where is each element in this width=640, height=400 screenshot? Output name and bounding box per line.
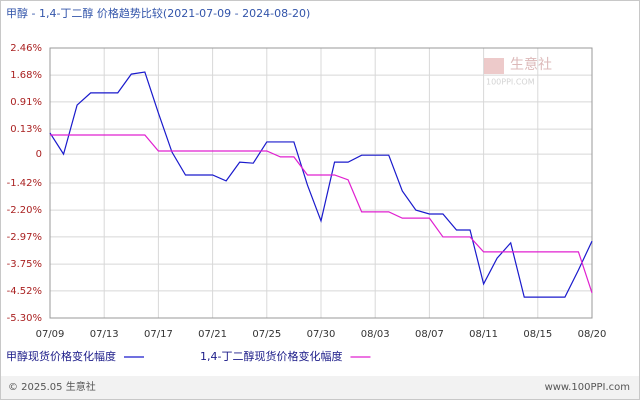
x-tick-label: 08/07 [415, 329, 444, 340]
chart-title: 甲醇 - 1,4-丁二醇 价格趋势比较(2021-07-09 - 2024-08… [6, 6, 310, 20]
x-tick-label: 07/25 [252, 329, 281, 340]
y-tick-label: -3.75% [7, 259, 42, 270]
watermark-text: 生意社 [510, 56, 552, 73]
y-tick-label: 0 [36, 149, 42, 160]
footer-right: www.100PPI.com [545, 382, 630, 393]
legend-label: 甲醇现货价格变化幅度 [6, 349, 116, 363]
y-tick-label: -4.52% [7, 286, 42, 297]
plot-area [49, 47, 593, 319]
y-tick-label: 0.13% [10, 124, 42, 135]
x-tick-label: 07/13 [90, 329, 119, 340]
footer-bar [1, 376, 639, 399]
footer-left: © 2025.05 生意社 [8, 380, 96, 393]
x-tick-label: 08/20 [578, 329, 607, 340]
y-tick-label: 1.68% [10, 70, 42, 81]
y-tick-label: -2.97% [7, 232, 42, 243]
y-tick-label: 2.46% [10, 43, 42, 54]
y-tick-label: -2.20% [7, 205, 42, 216]
x-tick-label: 08/11 [469, 329, 498, 340]
y-tick-label: -1.42% [7, 178, 42, 189]
y-tick-label: -5.30% [7, 313, 42, 324]
series-line [49, 71, 593, 298]
x-tick-label: 07/21 [198, 329, 227, 340]
y-tick-label: 0.91% [10, 97, 42, 108]
legend-label: 1,4-丁二醇现货价格变化幅度 [200, 349, 342, 363]
x-tick-label: 07/30 [307, 329, 336, 340]
watermark-text: 100PPI.COM [486, 78, 535, 87]
watermark: 生意社 100PPI.COM [484, 56, 552, 87]
x-tick-label: 08/15 [523, 329, 552, 340]
x-tick-label: 08/03 [361, 329, 390, 340]
x-tick-label: 07/17 [144, 329, 173, 340]
x-tick-label: 07/09 [36, 329, 65, 340]
watermark-logo [484, 58, 504, 74]
series-line [50, 134, 593, 294]
